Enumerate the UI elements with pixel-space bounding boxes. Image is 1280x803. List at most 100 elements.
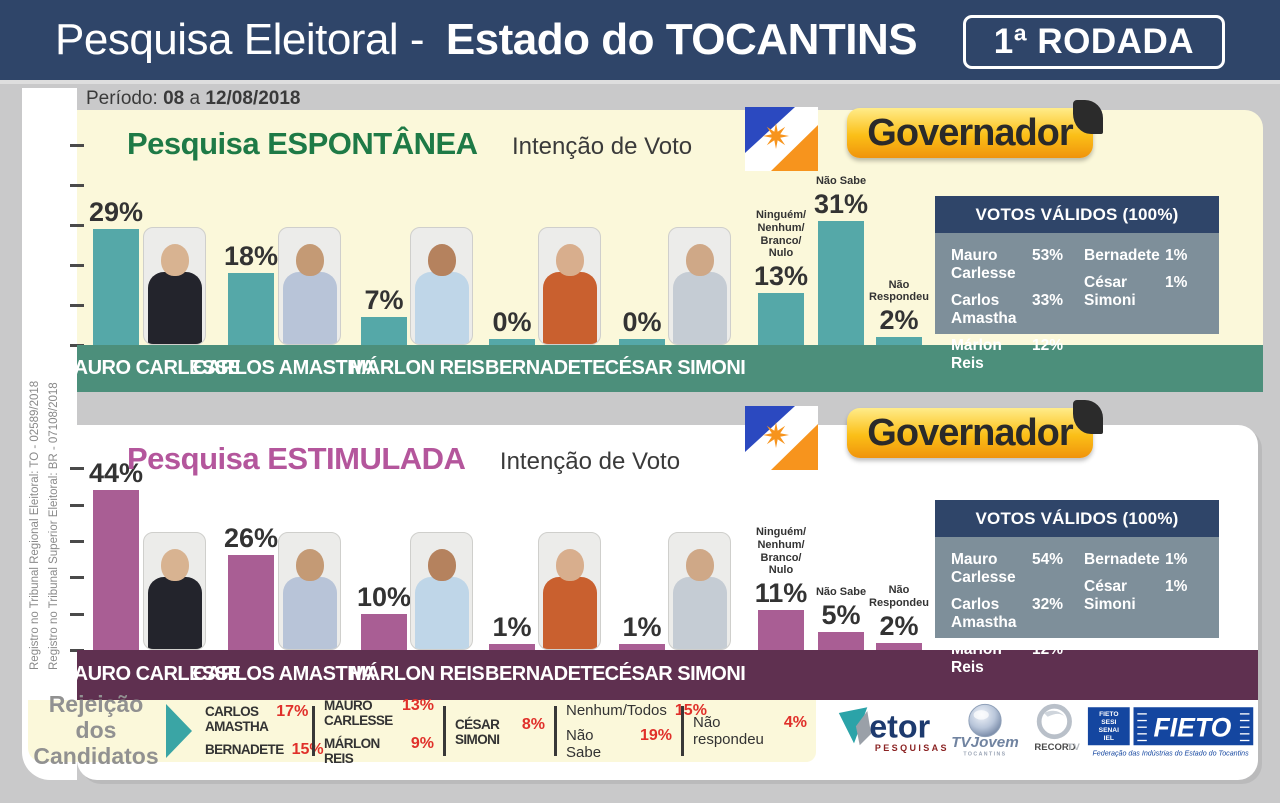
chart-panel-espontanea: Pesquisa ESPONTÂNEA Intenção de Voto Gov… [57,100,1263,392]
chart-title-espontanea: Pesquisa ESPONTÂNEA [127,126,478,161]
rejection-divider [312,706,315,756]
rejection-row: Nenhum/Todos 15% [566,701,707,719]
candidate-photo [278,532,341,650]
page-title-light: Pesquisa Eleitoral - [55,15,425,64]
left-sidebar [22,88,77,780]
rejection-row: MÁRLON REIS 9% [324,734,434,766]
bar-slot: 26% [224,425,278,650]
bar-slot: Ninguém/Nenhum/Branco/Nulo 11% [755,425,807,650]
value-label: 1% [492,612,532,642]
bar-slot: Não Sabe 5% [815,425,867,650]
candidate-name: CÉSAR SIMONI [604,356,746,379]
sponsor-logos: etor PESQUISAS TVJovem TOCANTINS RECORD … [835,698,1255,764]
bar [489,644,535,650]
category-label: Não Respondeu [869,278,929,304]
badge-curl-decoration [1073,400,1103,434]
bar-slot: 18% [224,110,278,345]
svg-text:FIETO: FIETO [1153,713,1231,743]
bar-slot: Não Respondeu 2% [869,425,929,650]
axis-tick [70,613,84,616]
category-label: Não Respondeu [869,584,929,610]
survey-period: Período: 08 a 12/08/2018 [86,88,300,110]
bar [361,613,407,650]
rejection-row: MAURO CARLESSE 13% [324,696,434,728]
bar-slot: 1% [619,425,665,650]
candidate-photo [538,532,601,650]
rejection-row: BERNADETE 15% [205,741,324,758]
svg-text:FIETO: FIETO [1099,711,1118,718]
candidate-name: CÉSAR SIMONI [604,663,746,685]
candidate-name: MAURO CARLESSE [57,663,241,685]
axis-tick [70,467,84,470]
period-label: Período: [86,88,158,109]
axis-tick [70,304,84,307]
bar [876,337,922,345]
tocantins-flag-icon [745,406,818,470]
rejection-group: CARLOS AMASTHA 17% BERNADETE 15% [196,703,324,759]
candidate-photo [668,532,731,650]
bar-slot: Não Respondeu 2% [869,110,929,345]
value-label: 11% [754,578,808,609]
bar [489,339,535,345]
valid-votes-row: Carlos Amastha 33% [951,292,1064,327]
period-start: 08 [163,88,185,109]
rejection-row: Não Sabe 19% [566,726,672,761]
registration-line-1: Registro no Tribunal Regional Eleitoral:… [29,380,41,670]
axis-tick [70,224,84,227]
tocantins-flag-icon [745,107,818,171]
bar [619,644,665,650]
valid-votes-row: Mauro Carlesse 53% [951,247,1064,282]
tv-jovem-logo: TVJovem TOCANTINS [951,703,1019,758]
bar-slot: 29% [89,110,143,345]
svg-text:SENAI: SENAI [1099,727,1119,734]
svg-text:TVJovem: TVJovem [951,734,1019,751]
value-label: 31% [813,189,869,219]
category-label: Não Sabe [815,175,867,188]
value-label: 1% [622,612,662,642]
axis-tick [70,264,84,267]
value-label: 5% [821,599,861,630]
value-label: 7% [364,285,404,315]
valid-votes-box-espontanea: VOTOS VÁLIDOS (100%) Mauro Carlesse 53% Ca… [935,196,1219,372]
category-label: Não Sabe [815,586,867,599]
candidate-photo [668,227,731,345]
candidate-photo [143,532,206,650]
chart-subtitle-estimulada: Intenção de Voto [499,448,681,475]
bar-slot: 44% [89,425,143,650]
value-label: 13% [753,261,809,291]
rejection-group: CÉSAR SIMONI 8% [446,716,554,747]
category-label: Ninguém/Nenhum/Branco/Nulo [755,209,807,260]
rejection-group: Não respondeu 4% [684,714,816,748]
rejection-row: CARLOS AMASTHA 17% [205,703,309,734]
candidate-photo [143,227,206,345]
svg-text:Federação das Indústrias do Es: Federação das Indústrias do Estado do To… [1092,750,1249,758]
record-tv-logo: RECORD TV [1035,703,1081,753]
candidate-name: MÁRLON REIS [349,663,485,685]
bar [818,631,864,650]
valid-votes-row: Márlon Reis 12% [951,641,1064,676]
period-end: 12/08/2018 [205,88,301,109]
rejection-group: Nenhum/Todos 15% Não Sabe 19% [557,701,707,761]
axis-tick [70,576,84,579]
bar [228,555,274,650]
bar [361,317,407,345]
valid-votes-row: Bernadete 1% [1084,247,1188,264]
candidate-name: CARLOS AMASTHA [192,356,376,379]
rejection-title: Rejeição dos Candidatos [33,691,159,769]
valid-votes-title: VOTOS VÁLIDOS (100%) [935,196,1219,233]
chart-subtitle-espontanea: Intenção de Voto [512,133,693,160]
valid-votes-row: Mauro Carlesse 54% [951,551,1064,586]
rejection-group: MAURO CARLESSE 13% MÁRLON REIS 9% [315,697,443,766]
vetor-pesquisas-logo: etor PESQUISAS [838,707,947,753]
svg-text:SESI: SESI [1101,719,1116,726]
page-title-bold: Estado do TOCANTINS [445,15,918,64]
valid-votes-row: Carlos Amastha 32% [951,596,1064,631]
page-title: Pesquisa Eleitoral - Estado do TOCANTINS [55,15,918,65]
chart-title-estimulada: Pesquisa ESTIMULADA [127,441,466,476]
rejection-divider [681,706,684,756]
svg-text:IEL: IEL [1103,735,1113,742]
svg-text:PESQUISAS: PESQUISAS [875,743,947,753]
value-label: 29% [88,197,144,227]
rejection-divider [554,706,557,756]
